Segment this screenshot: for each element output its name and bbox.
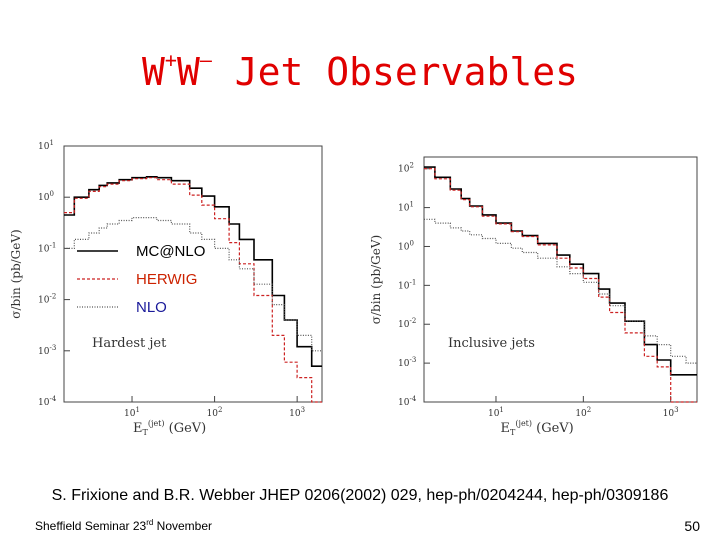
footer-sup: rd	[146, 518, 154, 527]
x-tick-base: 10	[289, 409, 301, 419]
y-tick-exponent: -4	[409, 395, 416, 403]
y-tick-exponent: -4	[49, 395, 56, 403]
legend-label-nlo: NLO	[136, 299, 167, 316]
y-tick-base: 10	[38, 193, 50, 203]
x-tick-exponent: 2	[587, 406, 591, 414]
y-tick-label: 101	[38, 139, 54, 152]
legend: MC@NLO HERWIG NLO	[77, 243, 205, 316]
y-tick-base: 10	[38, 142, 50, 152]
title-rest: Jet Observables	[211, 50, 578, 94]
y-tick-exponent: -3	[49, 344, 56, 352]
x-tick-label: 102	[207, 406, 223, 419]
y-tick-base: 10	[398, 204, 410, 214]
x-tick-exponent: 1	[499, 406, 503, 414]
series-line-nlo	[424, 218, 697, 364]
panel-annotation: Inclusive jets	[448, 336, 535, 351]
x-tick-label: 102	[575, 406, 591, 419]
x-axis-label-main: E	[133, 421, 143, 436]
series-line-mc-nlo	[424, 166, 697, 376]
x-tick-exponent: 1	[135, 406, 139, 414]
y-tick-label: 10-2	[398, 317, 416, 330]
y-tick-exponent: -3	[409, 356, 416, 364]
x-tick-base: 10	[488, 409, 500, 419]
y-tick-exponent: 0	[49, 190, 53, 198]
y-tick-base: 10	[398, 281, 410, 291]
x-axis-label-sup: (jet)	[515, 419, 532, 428]
x-axis-label: ET(jet) (GeV)	[501, 419, 574, 437]
y-tick-exponent: -2	[409, 317, 416, 325]
y-tick-base: 10	[398, 165, 410, 175]
slide-title: W+W– Jet Observables	[0, 48, 720, 94]
y-tick-base: 10	[398, 242, 410, 252]
title-w1: W	[142, 50, 165, 94]
y-axis-label: σ/bin (pb/GeV)	[369, 235, 383, 324]
y-tick-base: 10	[38, 347, 50, 357]
y-tick-base: 10	[38, 296, 50, 306]
plot-frame	[63, 145, 323, 403]
x-tick-label: 101	[488, 406, 504, 419]
legend-label-herwig: HERWIG	[136, 271, 197, 288]
title-w2: W	[176, 50, 200, 94]
y-tick-label: 10-3	[398, 356, 416, 369]
x-tick-exponent: 3	[301, 406, 305, 414]
x-tick-label: 103	[663, 406, 679, 419]
y-tick-exponent: 0	[409, 239, 413, 247]
y-tick-exponent: 1	[49, 139, 53, 147]
y-tick-label: 100	[38, 190, 54, 203]
y-tick-exponent: -2	[49, 293, 56, 301]
y-tick-exponent: 1	[409, 201, 413, 209]
x-tick-exponent: 3	[674, 406, 678, 414]
panel-annotation: Hardest jet	[92, 336, 167, 351]
x-axis-label-main: E	[501, 421, 511, 436]
y-tick-label: 100	[398, 239, 414, 252]
y-tick-label: 10-4	[38, 395, 57, 408]
x-tick-base: 10	[124, 409, 136, 419]
page-number: 50	[684, 518, 700, 534]
x-tick-exponent: 2	[218, 406, 222, 414]
y-tick-label: 10-2	[38, 293, 56, 306]
x-axis-label-sub: T	[510, 428, 516, 437]
x-axis-label-unit: (GeV)	[165, 421, 207, 436]
y-tick-exponent: -1	[409, 278, 416, 286]
y-axis-label: σ/bin (pb/GeV)	[9, 229, 23, 318]
x-tick-base: 10	[663, 409, 675, 419]
y-tick-exponent: 2	[409, 162, 413, 170]
title-sup1: +	[164, 48, 177, 72]
y-tick-label: 10-1	[38, 241, 56, 254]
x-tick-label: 101	[124, 406, 140, 419]
plot-frame	[423, 156, 698, 403]
x-axis-label-sub: T	[143, 428, 149, 437]
x-tick-label: 103	[289, 406, 305, 419]
y-tick-label: 10-4	[398, 395, 417, 408]
y-tick-exponent: -1	[49, 241, 56, 249]
title-sup2: –	[199, 48, 212, 72]
footer-text2: November	[153, 519, 212, 533]
y-tick-label: 101	[398, 201, 414, 214]
series-line-herwig	[424, 168, 697, 403]
citation: S. Frixione and B.R. Webber JHEP 0206(20…	[51, 487, 669, 504]
y-tick-base: 10	[38, 398, 50, 408]
x-axis-label: ET(jet) (GeV)	[133, 419, 206, 437]
series-line-herwig	[64, 177, 322, 403]
x-axis-label-sup: (jet)	[148, 419, 165, 428]
y-tick-base: 10	[38, 244, 50, 254]
y-tick-base: 10	[398, 320, 410, 330]
x-axis-label-unit: (GeV)	[532, 421, 574, 436]
footer-seminar: Sheffield Seminar 23rd November	[35, 518, 212, 533]
y-tick-label: 102	[398, 162, 414, 175]
x-tick-base: 10	[207, 409, 219, 419]
y-tick-base: 10	[398, 359, 410, 369]
y-tick-label: 10-3	[38, 344, 56, 357]
y-tick-base: 10	[398, 398, 410, 408]
y-tick-label: 10-1	[398, 278, 416, 291]
x-tick-base: 10	[575, 409, 587, 419]
legend-label-mc-nlo: MC@NLO	[136, 243, 205, 260]
footer-text: Sheffield Seminar 23	[35, 519, 147, 533]
series-line-nlo	[64, 217, 322, 352]
